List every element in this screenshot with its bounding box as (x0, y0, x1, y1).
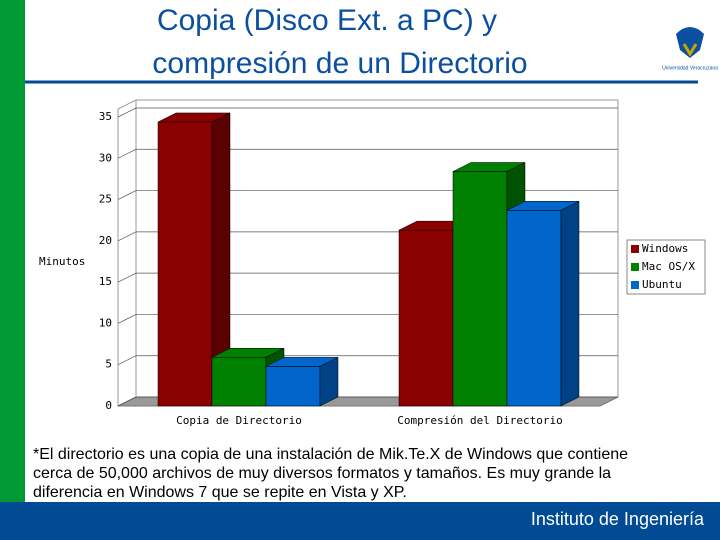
side-stripe (0, 0, 25, 540)
y-tick-label: 15 (99, 275, 112, 288)
bar-side-shade (561, 201, 579, 406)
legend-label: Mac OS/X (642, 260, 695, 273)
bar-side-shade (212, 112, 230, 406)
bar-side (560, 200, 580, 407)
grid-line (117, 107, 618, 118)
y-tick-label: 35 (99, 110, 112, 123)
logo (676, 27, 704, 58)
y-tick-label: 30 (99, 151, 112, 164)
y-tick-label: 20 (99, 234, 112, 247)
footnote: *El directorio es una copia de una insta… (33, 446, 628, 463)
bar (506, 210, 562, 407)
bar-side (319, 356, 339, 407)
footer-bar (0, 502, 720, 540)
y-axis-label: Minutos (39, 255, 85, 268)
title-line: compresión de un Directorio (152, 47, 527, 80)
footnote: cerca de 50,000 archivos de muy diversos… (33, 465, 611, 482)
legend-box (626, 239, 706, 295)
grid-line (117, 148, 618, 159)
footer-text: Instituto de Ingeniería (531, 509, 705, 529)
legend-swatch (631, 281, 639, 289)
footnote: diferencia en Windows 7 que se repite en… (33, 484, 407, 501)
y-tick-label: 25 (99, 193, 112, 206)
x-tick-label: Compresión del Directorio (397, 414, 563, 427)
y-tick-label: 5 (105, 358, 112, 371)
bar (452, 171, 508, 407)
logo-text: Universidad Veracruzana (662, 65, 718, 71)
title-line: Copia (Disco Ext. a PC) y (157, 4, 497, 37)
legend-label: Windows (642, 242, 688, 255)
bar (211, 357, 267, 407)
legend-swatch (631, 245, 639, 253)
legend-label: Ubuntu (642, 278, 682, 291)
bar (398, 229, 454, 407)
y-tick-label: 10 (99, 316, 112, 329)
bar-side-shade (320, 357, 338, 406)
x-tick-label: Copia de Directorio (176, 414, 302, 427)
bar (157, 121, 213, 407)
bar (265, 366, 321, 407)
legend-swatch (631, 263, 639, 271)
chart: 0 5 10 15 20 25 30 35 Minutos Copia de Directorio… (39, 99, 706, 427)
y-tick-label: 0 (105, 399, 112, 412)
